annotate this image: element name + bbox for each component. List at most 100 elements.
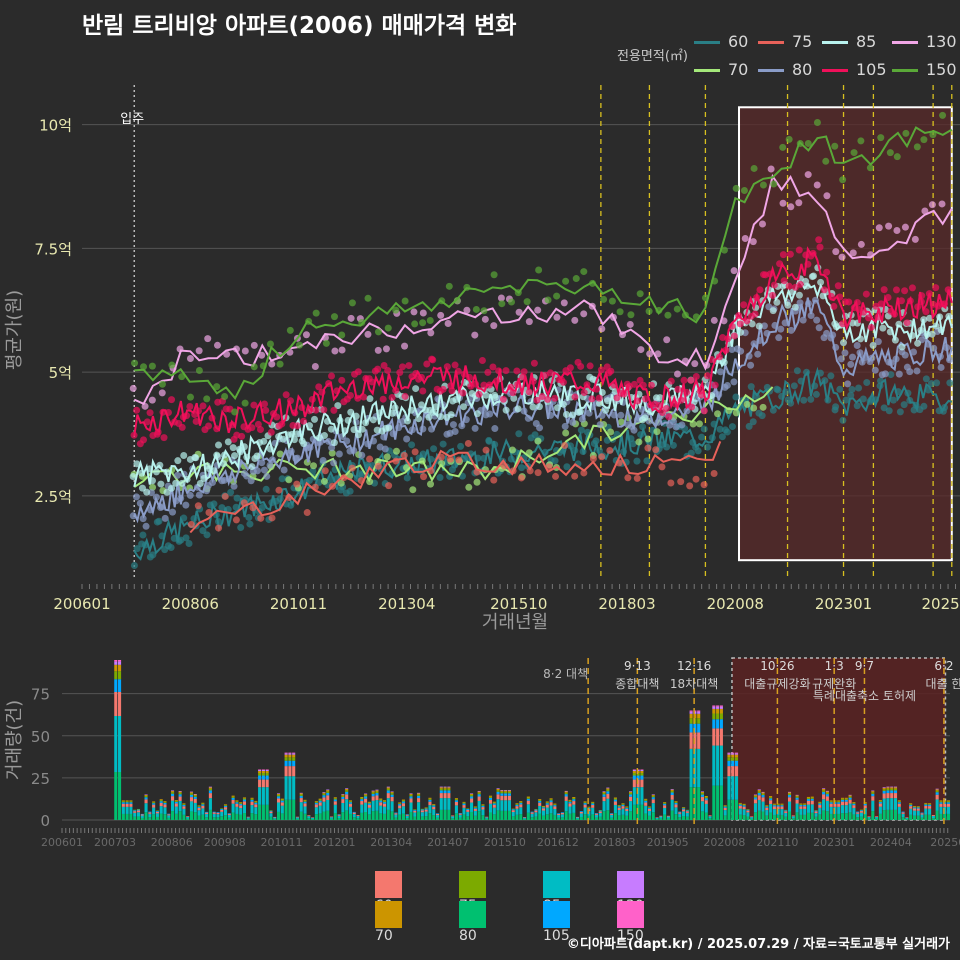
data-point [732, 409, 740, 417]
data-point [770, 180, 778, 188]
data-point [322, 339, 330, 347]
data-point [248, 463, 256, 471]
volume-bar [863, 802, 867, 804]
volume-bar [447, 786, 451, 788]
volume-bar [292, 776, 296, 800]
volume-bar [822, 788, 826, 790]
volume-bar [935, 810, 939, 820]
data-point [859, 395, 867, 403]
volume-bar [871, 793, 875, 797]
volume-bar [878, 806, 882, 814]
volume-bar [545, 803, 549, 805]
volume-bar [333, 804, 337, 813]
volume-bar [504, 810, 508, 820]
volume-bar [825, 790, 829, 792]
volume-bar [390, 794, 394, 797]
volume-bar [893, 786, 898, 788]
volume-bar [311, 817, 315, 819]
volume-bar [201, 808, 205, 815]
data-point [491, 425, 499, 433]
volume-bar [500, 793, 504, 796]
volume-bar [174, 803, 178, 807]
volume-bar [867, 818, 871, 820]
volume-bar [617, 815, 621, 820]
volume-bar [719, 785, 723, 820]
data-point [841, 349, 849, 357]
volume-bar [916, 815, 920, 820]
series-line [133, 278, 953, 487]
volume-bar [890, 809, 894, 820]
volume-bar [462, 802, 466, 804]
volume-bar [825, 811, 829, 820]
volume-bar [193, 794, 197, 796]
volume-bar [333, 798, 337, 800]
volume-bar [231, 796, 235, 798]
volume-bar [541, 807, 546, 809]
data-point [608, 297, 616, 305]
volume-bar [594, 817, 599, 820]
data-point [204, 335, 212, 343]
volume-bar [375, 791, 379, 794]
volume-bar [371, 811, 375, 820]
volume-bar [307, 815, 311, 817]
data-point [839, 176, 847, 184]
data-point [750, 404, 758, 412]
data-point [221, 492, 229, 500]
data-point [224, 438, 232, 446]
volume-bar [905, 818, 909, 820]
volume-bar [583, 804, 587, 808]
volume-bar [591, 803, 595, 806]
volume-bar [844, 797, 848, 799]
volume-bar [674, 804, 678, 808]
volume-bar [689, 732, 693, 749]
data-point [692, 475, 700, 483]
volume-bar [587, 811, 591, 816]
volume-bar [420, 812, 424, 817]
volume-bar [224, 805, 228, 806]
volume-bar [878, 800, 882, 801]
data-point [430, 445, 438, 453]
volume-bar [549, 805, 553, 814]
legend-label: 105 [543, 928, 570, 944]
data-point [401, 297, 409, 305]
volume-bar [133, 810, 137, 812]
data-point [437, 311, 445, 319]
volume-bar [806, 804, 810, 813]
volume-bar [114, 692, 118, 716]
volume-bar [519, 801, 523, 803]
volume-bar [814, 810, 818, 812]
volume-bar [757, 799, 761, 811]
volume-bar [890, 786, 894, 788]
volume-bar [322, 793, 326, 796]
data-point [871, 366, 879, 374]
volume-bar [398, 808, 402, 815]
volume-legend-item-70: 70 [375, 901, 416, 944]
volume-bar [602, 811, 606, 820]
volume-bar [451, 815, 455, 817]
volume-bar [939, 813, 943, 820]
volume-bar [591, 801, 595, 803]
data-point [250, 363, 258, 371]
volume-bar [735, 776, 739, 800]
volume-bar [193, 793, 197, 795]
volume-bar [477, 791, 481, 793]
volume-bar [261, 779, 265, 788]
volume-bar [477, 800, 481, 812]
data-point [374, 346, 382, 354]
data-point [804, 171, 812, 179]
series-line [133, 173, 953, 406]
volume-bar [731, 754, 735, 758]
volume-bar [602, 794, 606, 797]
volume-bar [738, 808, 742, 815]
volume-bar [299, 793, 303, 795]
volume-bar [193, 802, 197, 813]
volume-bar [746, 810, 750, 813]
volume-bar [825, 796, 829, 801]
data-point [616, 308, 624, 316]
volume-bar [636, 770, 640, 774]
volume-bar [848, 803, 852, 813]
data-point [364, 330, 372, 338]
data-point [267, 428, 275, 436]
legend-label: 85 [856, 32, 877, 51]
